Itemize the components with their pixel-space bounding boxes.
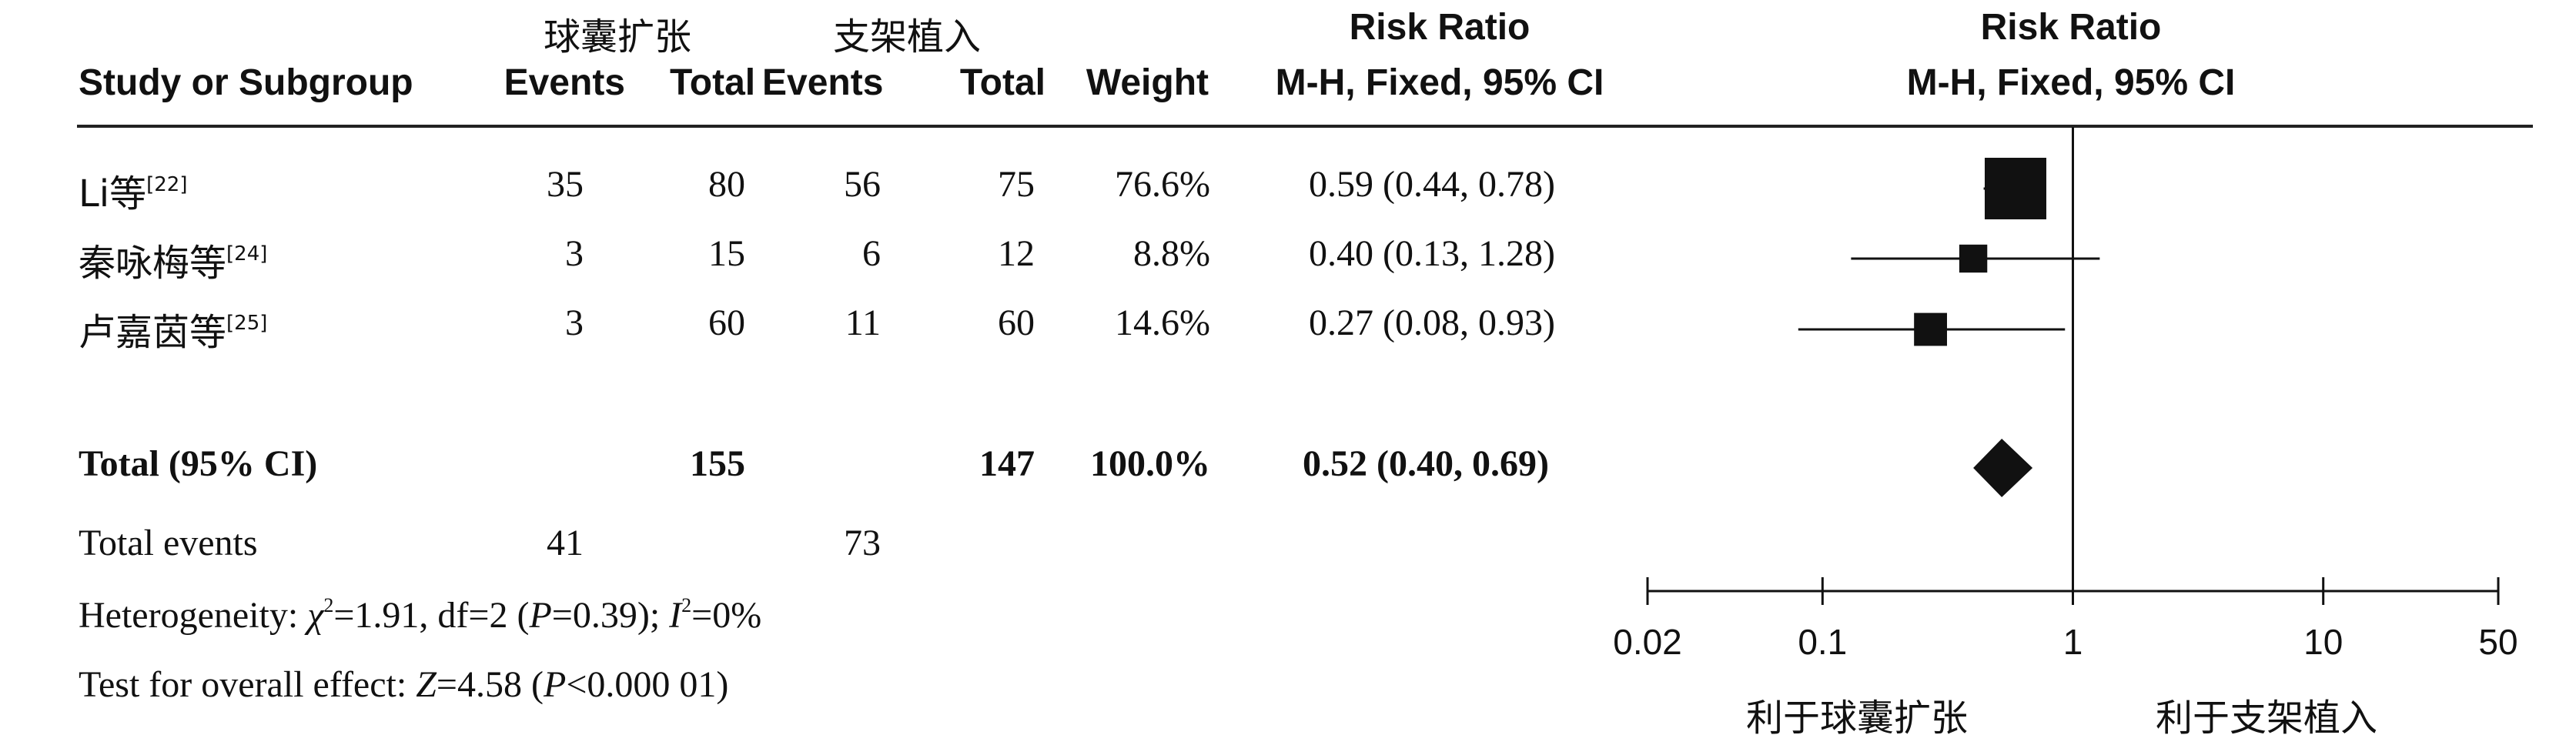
study-name-text: 秦咏梅等 — [79, 242, 227, 285]
oe-p-symbol: P — [543, 664, 567, 705]
x-tick-label: 0.1 — [1798, 622, 1847, 662]
total-ci-text: 0.52 (0.40, 0.69) — [1303, 443, 1549, 484]
g1-total: 15 — [708, 233, 745, 274]
favours-right-label: 利于支架植入 — [2156, 697, 2378, 740]
study-name-text: 卢嘉茵等 — [79, 311, 227, 354]
study-name-text: Li等 — [79, 172, 147, 215]
ci-text: 0.59 (0.44, 0.78) — [1309, 164, 1555, 205]
total-events-g2: 73 — [844, 523, 881, 563]
i-sup: 2 — [681, 594, 692, 616]
col-header-weight: Weight — [1086, 62, 1209, 103]
chi-value: =1.91, df=2 ( — [333, 595, 530, 636]
oe-p-value: <0.000 01) — [566, 664, 729, 705]
col-header-rr-method: M-H, Fixed, 95% CI — [1275, 62, 1604, 103]
total-label: Total (95% CI) — [79, 443, 318, 484]
x-tick-label: 0.02 — [1613, 622, 1682, 662]
col-header-g2-total: Total — [959, 62, 1045, 103]
total-weight: 100.0% — [1090, 443, 1210, 484]
weight: 8.8% — [1133, 233, 1210, 274]
het-p-symbol: P — [529, 595, 552, 636]
x-tick-label: 1 — [2063, 622, 2083, 662]
ci-text: 0.27 (0.08, 0.93) — [1309, 302, 1555, 343]
col-header-g2-events: Events — [762, 62, 884, 103]
i-symbol: I — [669, 595, 682, 636]
study-box — [1984, 158, 2046, 219]
chi-symbol: χ — [307, 595, 324, 636]
total-g1: 155 — [690, 443, 745, 484]
study-ref: [22] — [146, 173, 188, 196]
g2-total: 60 — [998, 302, 1035, 343]
col-header-study: Study or Subgroup — [79, 62, 413, 103]
favours-left-label: 利于球囊扩张 — [1746, 697, 1969, 740]
study-ref: [25] — [226, 312, 268, 335]
g1-events: 3 — [565, 302, 584, 343]
plot-header-title: Risk Ratio — [1980, 7, 2162, 48]
col-header-rr-title: Risk Ratio — [1349, 7, 1531, 48]
study-ref: [24] — [226, 242, 268, 266]
chi-sup: 2 — [323, 594, 334, 616]
ci-text: 0.40 (0.13, 1.28) — [1309, 233, 1555, 274]
total-events-label: Total events — [79, 523, 258, 563]
weight: 14.6% — [1115, 302, 1210, 343]
het-p-value: =0.39); — [551, 595, 670, 636]
g1-events: 35 — [547, 164, 584, 205]
oe-prefix: Test for overall effect: — [79, 664, 417, 705]
study-name: 卢嘉茵等[25] — [79, 302, 267, 356]
pooled-diamond — [1973, 439, 2033, 497]
x-tick-label: 10 — [2303, 622, 2343, 662]
heterogeneity-line: Heterogeneity: χ2=1.91, df=2 (P=0.39); I… — [79, 594, 761, 636]
x-tick-label: 50 — [2478, 622, 2517, 662]
g2-total: 75 — [998, 164, 1035, 205]
g2-events: 56 — [844, 164, 881, 205]
group2-name: 支架植入 — [833, 15, 982, 58]
z-symbol: Z — [416, 664, 437, 705]
g1-total: 60 — [708, 302, 745, 343]
total-g2: 147 — [979, 443, 1035, 484]
col-header-g1-events: Events — [503, 62, 625, 103]
col-header-g1-total: Total — [670, 62, 756, 103]
study-box — [1959, 244, 1988, 273]
total-events-g1: 41 — [547, 523, 584, 563]
g1-events: 3 — [565, 233, 584, 274]
study-name: 秦咏梅等[24] — [79, 232, 267, 286]
overall-effect-line: Test for overall effect: Z=4.58 (P<0.000… — [79, 663, 728, 706]
plot-header-method: M-H, Fixed, 95% CI — [1906, 62, 2236, 103]
weight: 76.6% — [1115, 164, 1210, 205]
g2-total: 12 — [998, 233, 1035, 274]
study-name: Li等[22] — [79, 163, 187, 217]
g2-events: 6 — [862, 233, 881, 274]
g1-total: 80 — [708, 164, 745, 205]
g2-events: 11 — [845, 302, 881, 343]
i-value: =0% — [691, 595, 762, 636]
het-prefix: Heterogeneity: — [79, 595, 308, 636]
header-divider — [77, 125, 2533, 128]
group1-name: 球囊扩张 — [544, 15, 692, 58]
study-box — [1914, 312, 1947, 346]
z-value: =4.58 ( — [436, 664, 544, 705]
